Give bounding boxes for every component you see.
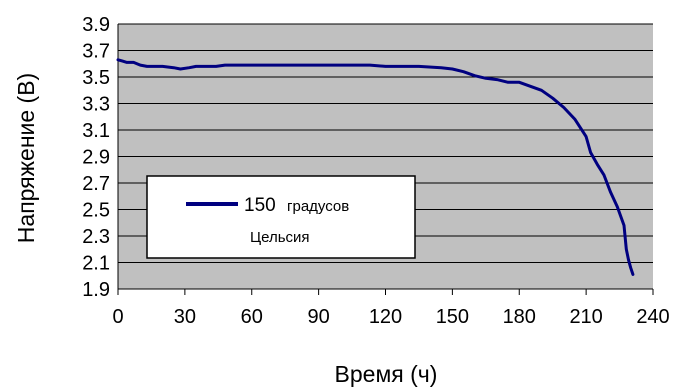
y-tick-label: 2.9 [82,147,110,169]
x-tick-label: 90 [308,306,330,328]
y-tick-label: 2.1 [82,253,110,275]
y-tick-label: 1.9 [82,279,110,301]
y-tick-label: 3.7 [82,41,110,63]
x-tick-label: 30 [174,306,196,328]
y-tick-label: 2.5 [82,200,110,222]
y-tick-labels: 1.9 2.1 2.3 2.5 2.7 2.9 3.1 3.3 3.5 3.7 3.9 [82,14,110,301]
legend-number: 150 [244,195,276,216]
y-tick-label: 3.1 [82,120,110,142]
x-tick-label: 240 [636,306,669,328]
legend-box [146,175,416,259]
x-axis-title: Время (ч) [335,361,438,387]
legend-unit-line1: градусов [287,198,349,215]
y-tick-label: 3.3 [82,94,110,116]
x-tick-labels: 0 30 60 90 120 150 180 210 240 [112,289,670,328]
y-axis-title: Напряжение (В) [13,73,39,243]
x-tick-label: 0 [112,306,123,328]
legend: 150 градусов Цельсия [146,175,416,259]
legend-unit-line2: Цельсия [250,229,310,246]
y-tick-label: 2.7 [82,173,110,195]
y-tick-label: 3.9 [82,14,110,36]
x-tick-label: 150 [436,306,469,328]
y-tick-label: 3.5 [82,67,110,89]
series-line-150 [116,58,635,276]
y-tick-label: 2.3 [82,226,110,248]
x-tick-label: 60 [241,306,263,328]
x-tick-label: 210 [569,306,602,328]
x-tick-label: 180 [503,306,536,328]
x-tick-label: 120 [369,306,402,328]
